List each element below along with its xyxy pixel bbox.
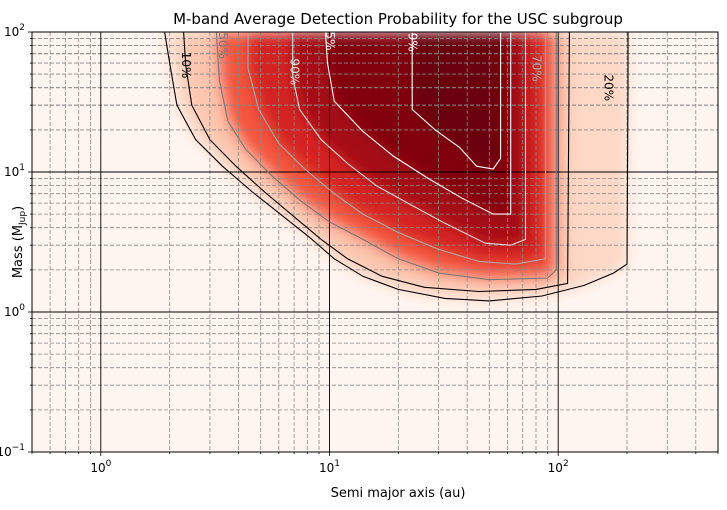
contour-line-90 — [292, 32, 527, 246]
x-tick-base: 10 — [319, 461, 334, 475]
x-tick-exponent: 2 — [563, 459, 569, 469]
contour-label-95: 95% — [323, 24, 337, 51]
x-tick-exponent: 1 — [334, 459, 340, 469]
plot-area: 20% 10% 50% 70% 90% 95% 99% — [32, 24, 718, 452]
y-axis-label-suffix: ) — [11, 206, 26, 211]
contour-line-70 — [247, 32, 547, 265]
chart-title: M-band Average Detection Probability for… — [173, 10, 623, 28]
contour-line-95 — [324, 32, 512, 215]
y-tick-exponent: −1 — [12, 443, 25, 453]
contour-line-99 — [411, 32, 502, 170]
y-tick-base: 10 — [0, 445, 12, 459]
y-tick-exponent: 2 — [19, 23, 25, 33]
y-tick-base: 10 — [4, 25, 19, 39]
contour-label-10: 10% — [179, 52, 193, 79]
y-tick-label: 102 — [4, 23, 25, 39]
y-axis-label-subscript: Jup — [18, 211, 28, 226]
y-tick-exponent: 0 — [19, 303, 25, 313]
major-gridlines — [32, 32, 718, 452]
contour-label-20: 20% — [601, 74, 615, 101]
contour-label-70: 70% — [529, 55, 543, 82]
y-tick-label: 100 — [4, 303, 25, 319]
probability-heatmap — [164, 32, 628, 301]
y-tick-label: 101 — [4, 163, 25, 179]
contour-line-20 — [164, 32, 629, 302]
y-axis-label: Mass (MJup) — [11, 206, 28, 278]
y-tick-exponent: 1 — [19, 163, 25, 173]
contour-label-50: 50% — [216, 32, 230, 59]
x-axis-label: Semi major axis (au) — [331, 486, 466, 501]
x-tick-exponent: 0 — [106, 459, 112, 469]
contour-label-90: 90% — [288, 58, 302, 85]
plot-frame — [31, 31, 719, 453]
contour-lines — [164, 32, 629, 302]
y-tick-base: 10 — [4, 165, 19, 179]
x-tick-base: 10 — [548, 461, 563, 475]
y-tick-base: 10 — [4, 305, 19, 319]
x-axis-ticks: 100 101 102 — [31, 452, 719, 475]
contour-label-99: 99% — [406, 25, 420, 52]
x-tick-label: 100 — [90, 459, 111, 475]
x-tick-label: 101 — [319, 459, 340, 475]
minor-gridlines — [32, 32, 718, 452]
contour-line-50 — [215, 32, 557, 281]
y-tick-label: 10−1 — [0, 443, 25, 459]
contour-labels: 20% 10% 50% 70% 90% 95% 99% — [179, 24, 615, 101]
heat-band-99 — [412, 32, 501, 169]
y-axis-label-prefix: Mass (M — [11, 225, 26, 278]
x-tick-base: 10 — [90, 461, 105, 475]
contour-line-10 — [183, 32, 570, 293]
x-tick-label: 102 — [548, 459, 569, 475]
